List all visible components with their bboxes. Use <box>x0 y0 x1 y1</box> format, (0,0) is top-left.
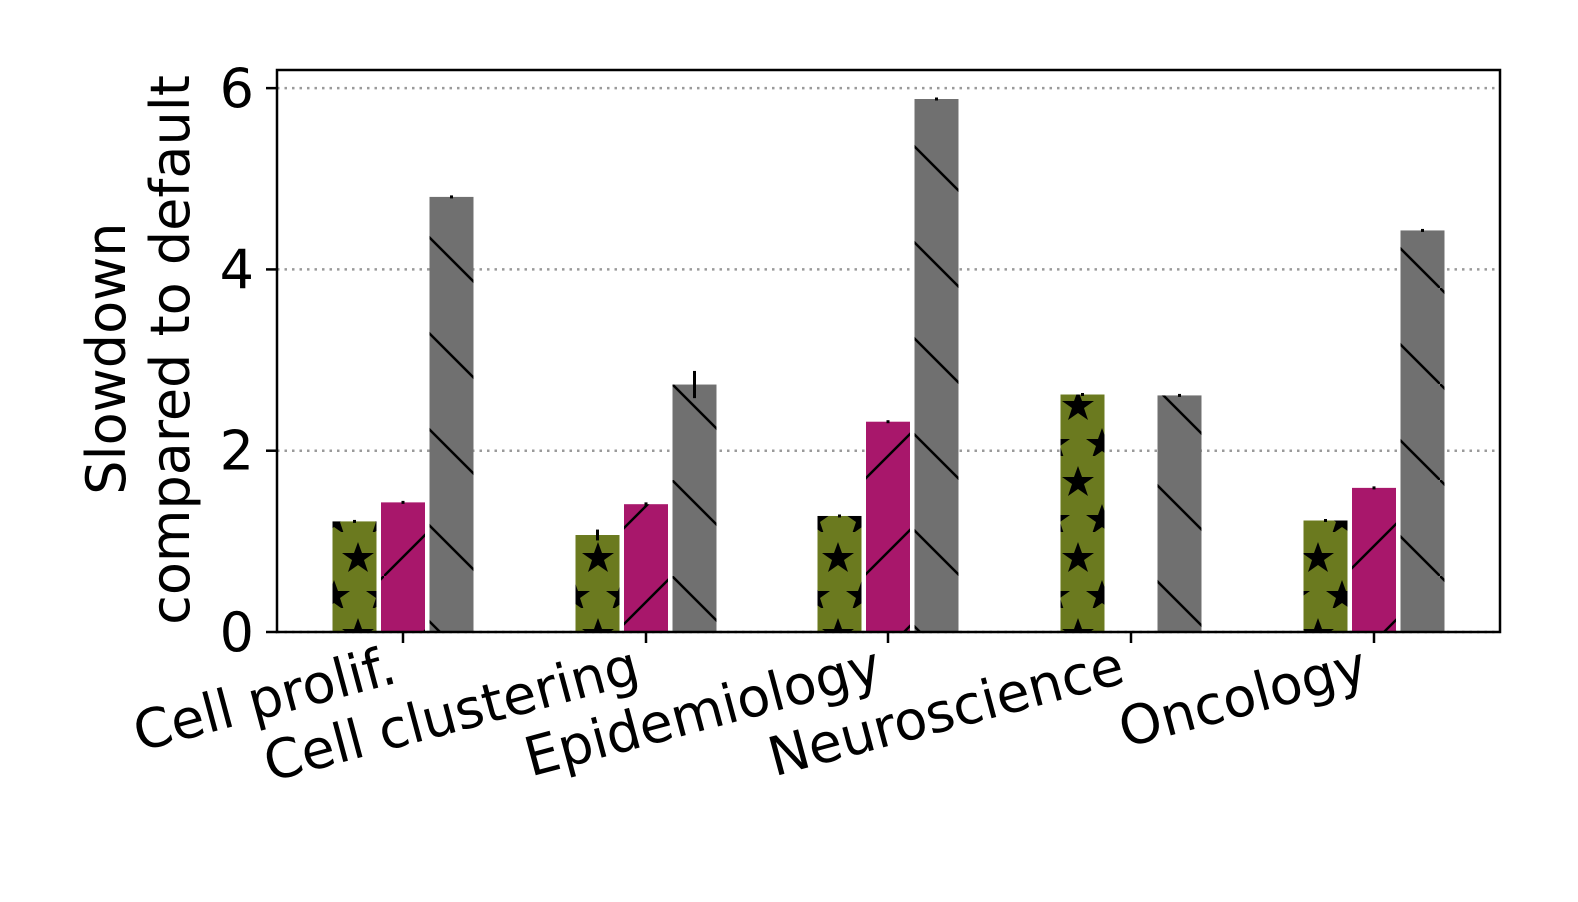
x-axis-ticks: Cell prolif.Cell clusteringEpidemiologyN… <box>127 632 1376 794</box>
bar <box>575 535 620 632</box>
y-axis-ticks: 0 2 4 6 <box>220 57 277 664</box>
bar <box>672 384 717 632</box>
y-tick-label: 0 <box>220 601 254 664</box>
bar <box>332 521 377 632</box>
y-tick-label: 6 <box>220 57 254 120</box>
y-axis-label: Slowdown compared to default <box>75 75 202 625</box>
error-bars <box>353 97 1424 541</box>
bar <box>866 421 910 632</box>
bar <box>817 515 862 632</box>
x-tick-label: Oncology <box>1112 634 1373 761</box>
y-axis-label-line-2: compared to default <box>139 75 202 625</box>
bar <box>1060 394 1105 632</box>
bar <box>429 196 474 632</box>
bars <box>332 99 1445 632</box>
bar <box>1157 395 1202 632</box>
bar <box>381 502 425 632</box>
y-tick-label: 2 <box>220 420 254 483</box>
bar <box>914 99 959 632</box>
bar <box>1303 520 1348 632</box>
bar <box>624 504 668 632</box>
y-axis-label-line-1: Slowdown <box>75 222 138 494</box>
bar <box>1352 487 1396 632</box>
bar <box>1400 230 1445 632</box>
y-tick-label: 4 <box>220 238 254 301</box>
